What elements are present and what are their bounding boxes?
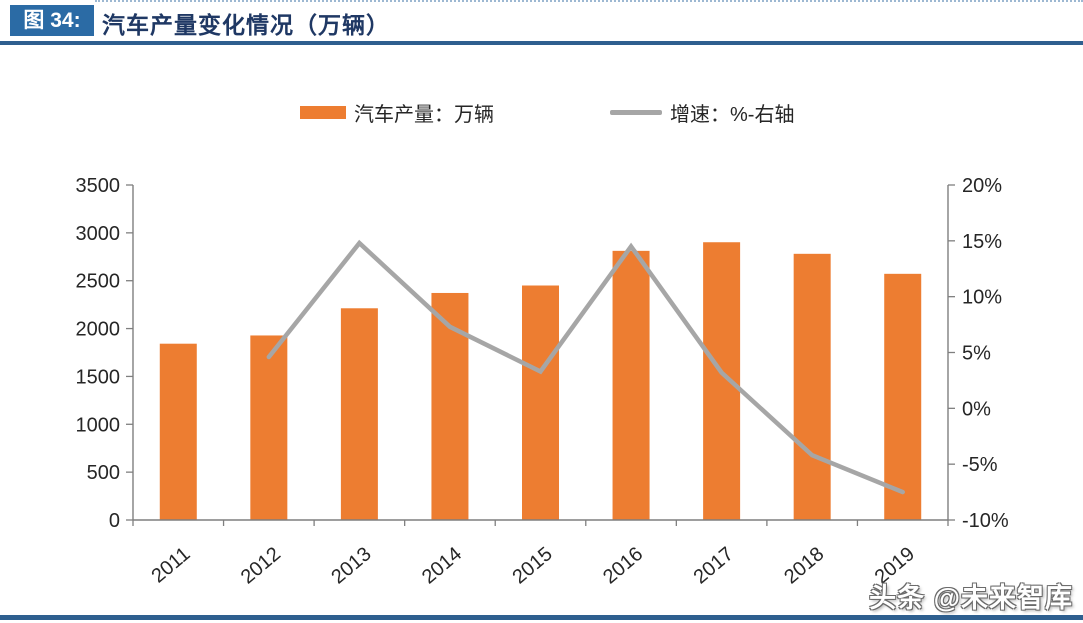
right-axis-tick-label: 15% — [962, 231, 1002, 253]
legend-growth-label: 增速：%-右轴 — [670, 103, 795, 126]
figure-number-badge: 图 34: — [10, 5, 94, 36]
left-axis-tick-label: 0 — [109, 510, 120, 532]
left-axis-tick-label: 1000 — [76, 414, 121, 436]
watermark-toutiao: 头条 @未来智库 — [869, 583, 1073, 613]
left-axis-tick-label: 2000 — [76, 319, 121, 341]
x-axis-category-label: 2014 — [418, 543, 466, 588]
right-axis-tick-label: 0% — [962, 398, 991, 420]
x-axis-category-label: 2012 — [237, 543, 285, 588]
left-axis-tick-label: 3000 — [76, 223, 121, 245]
x-axis-category-label: 2013 — [327, 543, 375, 588]
production-bar-2019 — [884, 273, 922, 520]
x-axis-category-label: 2018 — [780, 543, 828, 588]
production-bar-2018 — [793, 253, 831, 520]
legend-production-label: 汽车产量：万辆 — [354, 103, 494, 126]
production-bar-2015 — [522, 285, 559, 520]
top-dotted-border — [95, 0, 1083, 2]
right-axis-tick-label: 20% — [962, 175, 1002, 197]
production-bar-2017 — [703, 242, 741, 521]
growth-rate-line — [266, 239, 905, 495]
x-axis-category-label: 2016 — [599, 543, 647, 588]
right-axis-tick-label: -5% — [962, 454, 998, 476]
left-axis-tick-label: 2500 — [76, 271, 121, 293]
right-axis-tick-label: 10% — [962, 287, 1002, 309]
right-axis-tick-label: 5% — [962, 343, 991, 365]
legend-item-growth: 增速：%-右轴 — [610, 100, 795, 126]
bottom-rule — [0, 615, 1083, 620]
left-axis-tick-label: 3500 — [76, 175, 121, 197]
production-bar-2013 — [340, 308, 378, 520]
legend-line-swatch — [610, 109, 662, 115]
figure-title: 汽车产量变化情况（万辆） — [102, 12, 390, 38]
production-bar-2012 — [250, 335, 288, 520]
x-axis-category-label: 2017 — [690, 543, 738, 588]
production-bar-2011 — [159, 343, 197, 520]
figure-header: 图 34: 汽车产量变化情况（万辆） — [0, 0, 1083, 45]
x-axis-category-label: 2015 — [508, 543, 556, 588]
legend-bar-swatch — [300, 105, 346, 119]
left-axis-tick-label: 500 — [87, 462, 120, 484]
left-axis-tick-label: 1500 — [76, 366, 121, 388]
x-axis-category-label: 2011 — [147, 543, 194, 588]
production-bar-2016 — [612, 250, 650, 520]
right-axis-tick-label: -10% — [962, 510, 1009, 532]
legend-item-production: 汽车产量：万辆 — [300, 100, 494, 126]
